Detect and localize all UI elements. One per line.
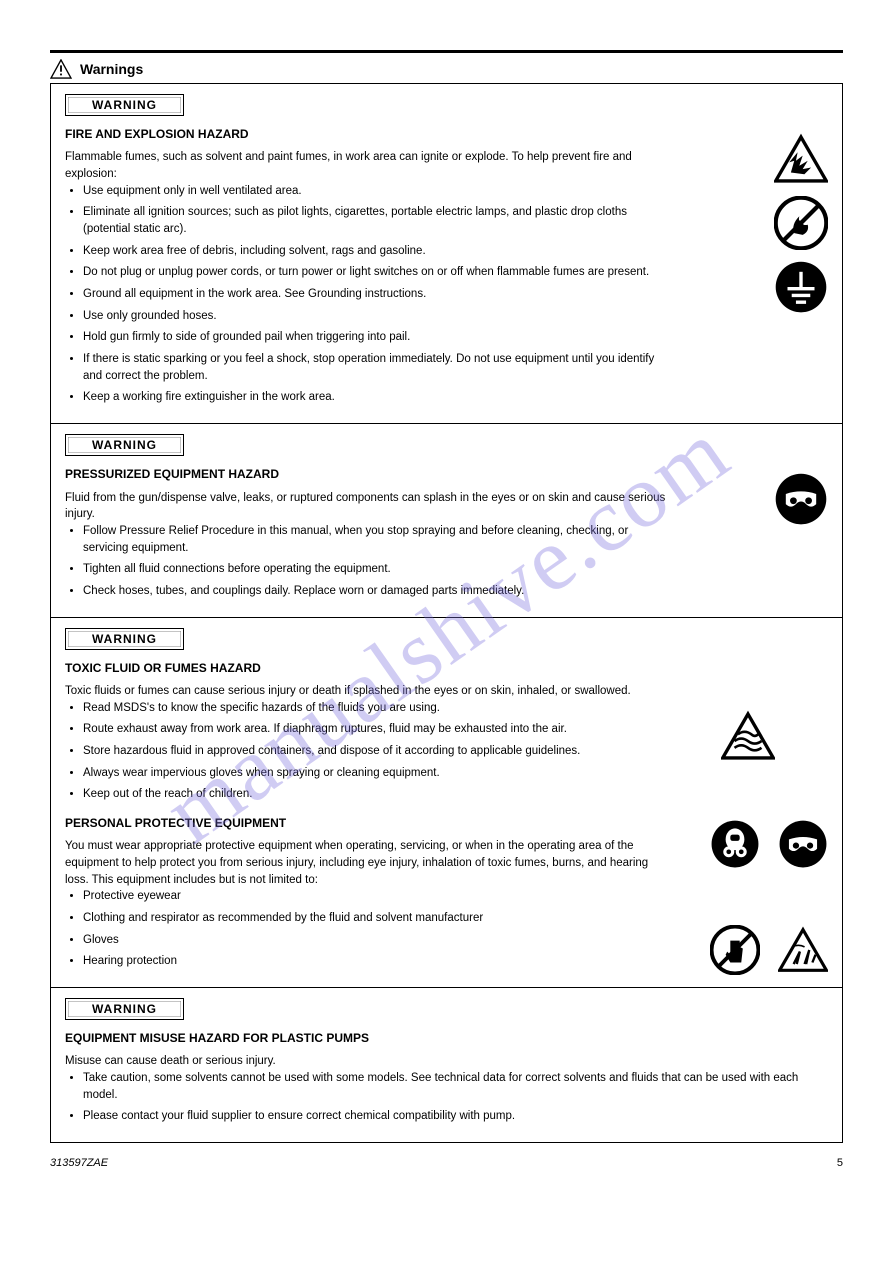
list-item: Keep a working fire extinguisher in the … <box>83 389 670 406</box>
section-text: FIRE AND EXPLOSION HAZARD Flammable fume… <box>65 126 670 411</box>
list-item: Clothing and respirator as recommended b… <box>83 910 650 927</box>
list-item: Hearing protection <box>83 953 650 970</box>
list-item: Check hoses, tubes, and couplings daily.… <box>83 583 670 600</box>
list-item: Use equipment only in well ventilated ar… <box>83 183 670 200</box>
section-subhead-ppe: PERSONAL PROTECTIVE EQUIPMENT <box>65 815 650 832</box>
section-toxic-fluid: WARNING TOXIC FLUID OR FUMES HAZARD Toxi… <box>51 617 842 988</box>
list-item: Hold gun firmly to side of grounded pail… <box>83 329 670 346</box>
list-item: Take caution, some solvents cannot be us… <box>83 1070 828 1103</box>
list-item: Do not plug or unplug power cords, or tu… <box>83 264 670 281</box>
section-intro: Misuse can cause death or serious injury… <box>65 1053 828 1070</box>
splash-hazard-icon <box>778 925 828 975</box>
list-item: Follow Pressure Relief Procedure in this… <box>83 523 670 556</box>
list-item: Please contact your fluid supplier to en… <box>83 1108 828 1125</box>
page-number: 5 <box>837 1157 843 1169</box>
warning-badge: WARNING <box>65 434 184 456</box>
no-open-flame-icon <box>774 196 828 250</box>
page-header: Warnings <box>50 59 843 79</box>
list-item: Store hazardous fluid in approved contai… <box>83 743 650 760</box>
top-rule <box>50 50 843 53</box>
list-item: Ground all equipment in the work area. S… <box>83 286 670 303</box>
list-item: Protective eyewear <box>83 888 650 905</box>
list-item: Keep work area free of debris, including… <box>83 243 670 260</box>
section-subhead: PRESSURIZED EQUIPMENT HAZARD <box>65 466 670 483</box>
section-icons <box>688 126 828 411</box>
section-text: TOXIC FLUID OR FUMES HAZARD Toxic fluids… <box>65 660 650 976</box>
list-item: Always wear impervious gloves when spray… <box>83 765 650 782</box>
list-item: Use only grounded hoses. <box>83 308 670 325</box>
section-text: EQUIPMENT MISUSE HAZARD FOR PLASTIC PUMP… <box>65 1030 828 1130</box>
ground-icon <box>774 260 828 314</box>
no-touch-icon <box>710 925 760 975</box>
doc-ref: 313597ZAE <box>50 1157 108 1169</box>
section-text: PRESSURIZED EQUIPMENT HAZARD Fluid from … <box>65 466 670 604</box>
section-subhead: TOXIC FLUID OR FUMES HAZARD <box>65 660 650 677</box>
respirator-icon <box>710 819 760 869</box>
warning-badge: WARNING <box>65 94 184 116</box>
list-item: Keep out of the reach of children. <box>83 786 650 803</box>
section-intro: Fluid from the gun/dispense valve, leaks… <box>65 490 670 523</box>
warning-badge: WARNING <box>65 998 184 1020</box>
warning-triangle-icon <box>50 59 72 79</box>
goggles-icon <box>778 819 828 869</box>
explosion-hazard-icon <box>774 132 828 186</box>
list-item: Read MSDS's to know the specific hazards… <box>83 700 650 717</box>
list-item: If there is static sparking or you feel … <box>83 351 670 384</box>
section-icons <box>668 660 828 976</box>
list-item: Route exhaust away from work area. If di… <box>83 721 650 738</box>
page-footer: 313597ZAE 5 <box>50 1157 843 1169</box>
section-subhead: FIRE AND EXPLOSION HAZARD <box>65 126 670 143</box>
fumes-hazard-icon <box>721 709 775 763</box>
warnings-frame: WARNING FIRE AND EXPLOSION HAZARD Flamma… <box>50 83 843 1143</box>
section-fire-explosion: WARNING FIRE AND EXPLOSION HAZARD Flamma… <box>51 84 842 423</box>
list-item: Tighten all fluid connections before ope… <box>83 561 670 578</box>
section-intro: Toxic fluids or fumes can cause serious … <box>65 683 650 700</box>
section-pressurized-equipment: WARNING PRESSURIZED EQUIPMENT HAZARD Flu… <box>51 423 842 616</box>
section-intro-ppe: You must wear appropriate protective equ… <box>65 838 650 888</box>
list-item: Gloves <box>83 932 650 949</box>
section-intro: Flammable fumes, such as solvent and pai… <box>65 149 670 182</box>
section-subhead: EQUIPMENT MISUSE HAZARD FOR PLASTIC PUMP… <box>65 1030 828 1047</box>
goggles-icon <box>774 472 828 526</box>
section-icons <box>688 466 828 604</box>
list-item: Eliminate all ignition sources; such as … <box>83 204 670 237</box>
page-title: Warnings <box>80 61 143 77</box>
section-equipment-misuse: WARNING EQUIPMENT MISUSE HAZARD FOR PLAS… <box>51 987 842 1142</box>
warning-badge: WARNING <box>65 628 184 650</box>
